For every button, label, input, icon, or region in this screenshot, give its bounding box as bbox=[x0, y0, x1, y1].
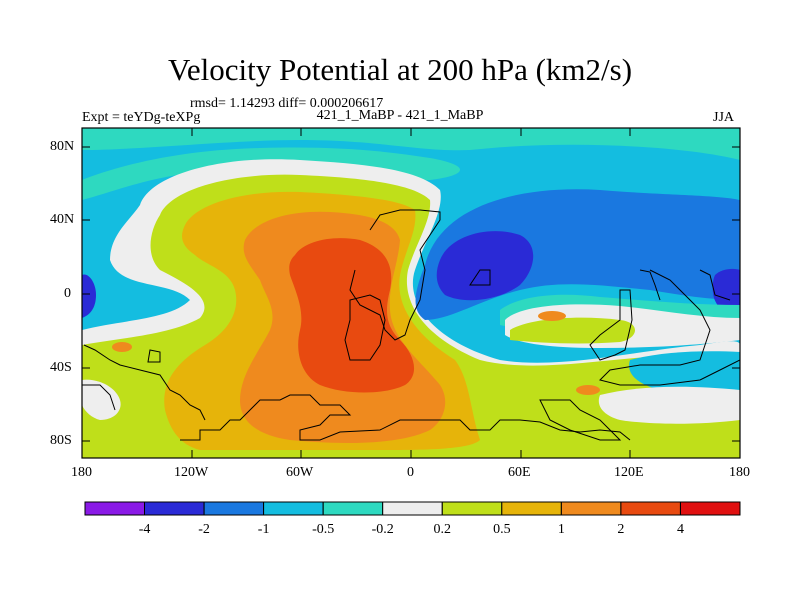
plot-title: Velocity Potential at 200 hPa (km2/s) bbox=[167, 52, 633, 87]
colorbar bbox=[84, 501, 741, 516]
colorbar-label: 1 bbox=[557, 522, 565, 537]
y-tick-label: 0 bbox=[64, 286, 71, 301]
coastlines bbox=[82, 209, 740, 441]
colorbar-swatch bbox=[680, 501, 741, 516]
y-ticks bbox=[82, 146, 740, 442]
stats-label: rmsd= 1.14293 diff= 0.000206617 bbox=[190, 96, 384, 111]
y-tick-label: 80S bbox=[50, 433, 72, 448]
colorbar-label: -0.5 bbox=[312, 522, 335, 537]
season-label: JJA bbox=[713, 110, 735, 125]
contour-field bbox=[82, 128, 740, 458]
colorbar-swatch bbox=[501, 501, 562, 516]
colorbar-swatch bbox=[144, 501, 205, 516]
colorbar-swatch bbox=[382, 501, 443, 516]
colorbar-swatch bbox=[620, 501, 681, 516]
colorbar-label: 4 bbox=[676, 522, 684, 537]
y-tick-label: 40N bbox=[50, 212, 75, 227]
comparison-label: 421_1_MaBP - 421_1_MaBP bbox=[316, 108, 484, 123]
x-tick-label: 120W bbox=[174, 465, 209, 480]
x-tick-label: 180 bbox=[71, 465, 92, 480]
experiment-label: Expt = teYDg-teXPg bbox=[82, 110, 201, 125]
y-tick-label: 80N bbox=[50, 139, 75, 154]
colorbar-label: 0.2 bbox=[433, 522, 452, 537]
colorbar-label: -1 bbox=[257, 522, 270, 537]
x-tick-label: 120E bbox=[614, 465, 644, 480]
colorbar-label: -4 bbox=[138, 522, 151, 537]
colorbar-swatch bbox=[441, 501, 503, 516]
colorbar-swatch bbox=[203, 501, 265, 516]
colorbar-swatch bbox=[84, 501, 145, 516]
colorbar-swatch bbox=[322, 501, 384, 516]
x-ticks bbox=[81, 128, 631, 458]
x-tick-label: 0 bbox=[407, 465, 414, 480]
colorbar-label: -2 bbox=[198, 522, 210, 537]
colorbar-swatch bbox=[560, 501, 622, 516]
colorbar-label: 0.5 bbox=[493, 522, 511, 537]
y-tick-label: 40S bbox=[50, 360, 72, 375]
colorbar-label: 2 bbox=[617, 522, 625, 537]
colorbar-swatch bbox=[263, 501, 324, 516]
x-tick-label: 180 bbox=[729, 465, 750, 480]
x-tick-label: 60W bbox=[286, 465, 314, 480]
colorbar-label: -0.2 bbox=[371, 522, 394, 537]
x-tick-label: 60E bbox=[508, 465, 531, 480]
